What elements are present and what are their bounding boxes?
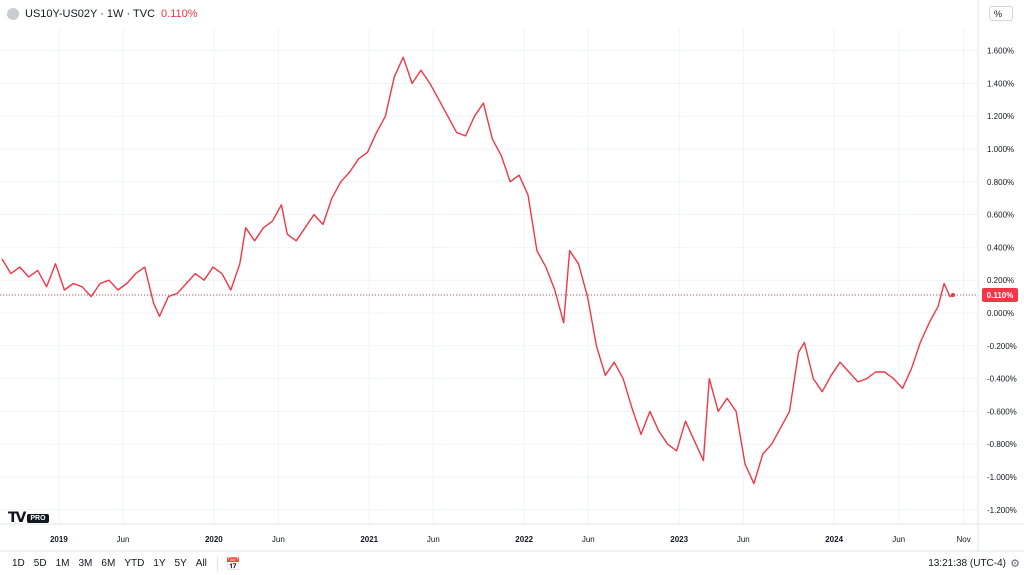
symbol-logo-icon xyxy=(7,8,19,20)
range-all-button[interactable]: All xyxy=(195,558,207,569)
y-tick-label: 1.400% xyxy=(987,79,1014,88)
range-1m-button[interactable]: 1M xyxy=(55,558,70,569)
gear-icon[interactable]: ⚙ xyxy=(1010,558,1020,570)
x-tick-label: Nov xyxy=(956,535,970,544)
y-tick-label: 1.000% xyxy=(987,145,1014,154)
y-tick-label: 1.600% xyxy=(987,47,1014,56)
x-tick-label: 2019 xyxy=(50,535,68,544)
y-tick-label: -0.800% xyxy=(987,440,1017,449)
y-tick-label: 1.200% xyxy=(987,112,1014,121)
x-tick-label: Jun xyxy=(737,535,750,544)
chart-legend-bar: US10Y-US02Y · 1W · TVC 0.110% % xyxy=(0,0,1024,28)
clock[interactable]: 13:21:38 (UTC-4) xyxy=(928,558,1006,569)
y-tick-label: -1.200% xyxy=(987,506,1017,515)
x-tick-label: Jun xyxy=(427,535,440,544)
y-tick-label: 0.200% xyxy=(987,276,1014,285)
x-tick-label: Jun xyxy=(582,535,595,544)
x-tick-label: 2021 xyxy=(360,535,378,544)
tradingview-logo[interactable]: TV PRO xyxy=(8,510,49,526)
last-value: 0.110% xyxy=(161,8,198,20)
x-tick-label: Jun xyxy=(272,535,285,544)
last-value-badge xyxy=(982,287,1018,302)
symbol-title[interactable]: US10Y-US02Y · 1W · TVC xyxy=(25,8,156,20)
x-tick-label: 2020 xyxy=(205,535,223,544)
calendar-icon[interactable]: 📅 xyxy=(225,556,241,571)
range-6m-button[interactable]: 6M xyxy=(101,558,116,569)
last-value-badge-label: 0.110% xyxy=(987,291,1014,300)
x-tick-label: Jun xyxy=(892,535,905,544)
y-tick-label: -0.600% xyxy=(987,407,1017,416)
pro-badge: PRO xyxy=(27,513,49,523)
toolbar-divider xyxy=(216,556,218,571)
y-tick-label: 0.400% xyxy=(987,243,1014,252)
x-tick-label: 2024 xyxy=(825,535,843,544)
range-1d-button[interactable]: 1D xyxy=(12,558,25,569)
range-ytd-button[interactable]: YTD xyxy=(124,558,145,569)
range-1y-button[interactable]: 1Y xyxy=(153,558,166,569)
x-tick-label: 2023 xyxy=(670,535,688,544)
bottom-toolbar: 1D 5D 1M 3M 6M YTD 1Y 5Y All 📅 13:21:38 … xyxy=(0,552,1024,575)
y-tick-label: 0.000% xyxy=(987,309,1014,318)
range-5d-button[interactable]: 5D xyxy=(33,558,47,569)
range-5y-button[interactable]: 5Y xyxy=(174,558,187,569)
tradingview-logo-mark: TV xyxy=(8,510,26,526)
y-tick-label: 0.600% xyxy=(987,211,1014,220)
y-tick-label: -0.400% xyxy=(987,375,1017,384)
scale-unit-button[interactable]: % xyxy=(989,6,1013,21)
y-tick-label: -0.200% xyxy=(987,342,1017,351)
x-tick-label: Jun xyxy=(117,535,130,544)
last-point xyxy=(951,292,955,297)
y-tick-label: 0.800% xyxy=(987,178,1014,187)
series-line xyxy=(1,56,954,485)
y-tick-label: -1.000% xyxy=(987,473,1017,482)
range-3m-button[interactable]: 3M xyxy=(78,558,93,569)
x-tick-label: 2022 xyxy=(515,535,533,544)
price-chart[interactable]: 1.600% 1.400% 1.200% 1.000% 0.800% 0.600% 0.40… xyxy=(0,0,1024,552)
